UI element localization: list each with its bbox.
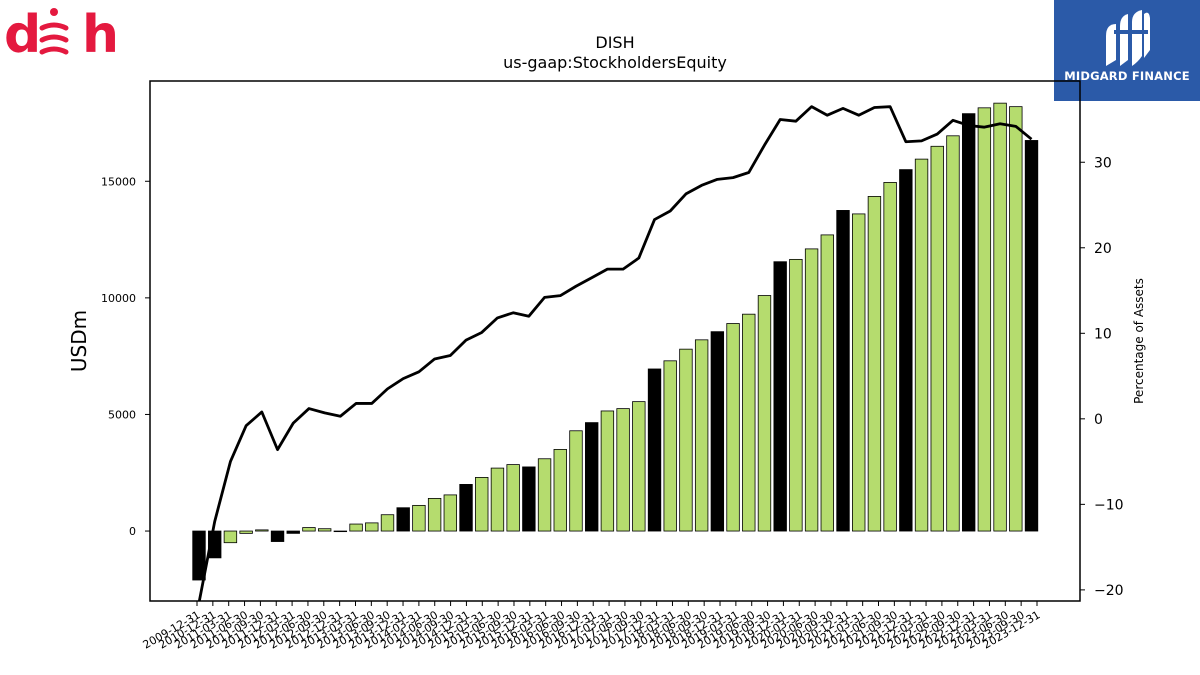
bar-2009-12-31 xyxy=(192,530,206,581)
bar-2015-12-31 xyxy=(569,430,583,532)
brand-name: MIDGARD FINANCE xyxy=(1064,69,1190,83)
bar-2013-06-30 xyxy=(412,504,426,532)
bar-2015-06-30 xyxy=(537,458,552,532)
right-axis: −20 −10 0 10 20 30 xyxy=(1080,155,1124,599)
bar-2010-09-30 xyxy=(239,530,253,534)
bar-2021-09-30 xyxy=(930,145,944,532)
bar-2017-09-30 xyxy=(679,348,693,532)
bar-2022-09-30 xyxy=(993,102,1007,532)
bar-2023-03-31 xyxy=(1024,140,1039,532)
bar-2010-12-31 xyxy=(255,529,269,532)
bar-2020-06-30 xyxy=(852,213,866,532)
plot-frame xyxy=(149,80,1081,602)
right-tick-label: 30 xyxy=(1094,155,1112,171)
bar-2010-06-30 xyxy=(223,530,238,544)
bar-2014-06-30 xyxy=(475,477,489,532)
bar-2020-12-31 xyxy=(883,182,897,532)
bar-2021-12-31 xyxy=(946,135,960,532)
bar-2011-03-31 xyxy=(270,530,285,542)
bar-2019-03-31 xyxy=(773,261,787,532)
bar-2020-09-30 xyxy=(867,196,882,532)
x-axis: 2009-12-312010-12-312011-03-312011-06-30… xyxy=(141,601,1043,652)
bar-2016-12-31 xyxy=(632,401,646,532)
midgard-logo-icon xyxy=(1106,10,1150,66)
left-tick-label: 5000 xyxy=(108,408,136,421)
left-axis: 0 5000 10000 15000 xyxy=(101,175,150,538)
bar-2012-03-31 xyxy=(333,530,348,533)
bar-series xyxy=(192,102,1039,581)
bar-2014-03-31 xyxy=(459,484,473,532)
right-tick-label: 10 xyxy=(1094,326,1112,342)
bar-2018-03-31 xyxy=(710,331,725,532)
left-tick-label: 15000 xyxy=(101,175,136,188)
right-tick-label: 20 xyxy=(1094,241,1112,257)
right-tick-label: 0 xyxy=(1094,412,1103,428)
svg-text:d: d xyxy=(4,5,41,64)
bar-2019-09-30 xyxy=(804,248,819,532)
y-axis-label: USDm xyxy=(67,310,91,372)
bar-2022-03-31 xyxy=(961,113,976,532)
bar-2019-06-30 xyxy=(789,258,803,532)
bar-2021-03-31 xyxy=(899,169,913,532)
bar-2018-06-30 xyxy=(726,323,740,532)
line-path xyxy=(197,105,1033,601)
y2-axis-label: Percentage of Assets xyxy=(1132,278,1146,404)
midgard-logo: MIDGARD FINANCE xyxy=(1054,0,1200,101)
bar-2012-06-30 xyxy=(349,523,363,532)
bar-2013-12-31 xyxy=(443,494,458,532)
bar-2022-06-30 xyxy=(977,107,992,532)
bar-2018-12-31 xyxy=(757,295,772,532)
bar-2014-09-30 xyxy=(490,467,505,532)
bar-2013-09-30 xyxy=(427,497,442,532)
bar-2012-12-31 xyxy=(380,514,395,532)
bar-2022-12-31 xyxy=(1009,106,1023,532)
bar-2011-06-30 xyxy=(286,530,300,534)
bar-2012-09-30 xyxy=(365,522,379,532)
bar-2019-12-31 xyxy=(820,234,834,532)
bar-2016-09-30 xyxy=(616,408,630,532)
right-tick-label: −10 xyxy=(1094,497,1124,513)
bar-2021-06-30 xyxy=(914,158,929,532)
left-tick-label: 0 xyxy=(129,525,136,538)
svg-text:h: h xyxy=(82,5,119,64)
bar-2017-03-31 xyxy=(647,368,662,532)
chart-title: DISH xyxy=(595,33,634,52)
right-tick-label: −20 xyxy=(1094,583,1124,599)
bar-2017-06-30 xyxy=(663,360,677,532)
bar-2016-06-30 xyxy=(600,410,615,532)
bar-2011-09-30 xyxy=(302,527,316,532)
bar-2017-12-31 xyxy=(694,339,709,532)
bar-2018-09-30 xyxy=(742,313,756,532)
bar-2015-09-30 xyxy=(553,449,567,532)
bar-2016-03-31 xyxy=(585,422,599,532)
bar-2011-12-31 xyxy=(317,528,332,532)
line-series xyxy=(197,105,1033,601)
left-tick-label: 10000 xyxy=(101,292,136,305)
chart-subtitle: us-gaap:StockholdersEquity xyxy=(503,53,727,72)
bar-2013-03-31 xyxy=(396,507,410,532)
bar-2015-03-31 xyxy=(522,466,536,532)
bar-2014-12-31 xyxy=(506,464,520,532)
bar-2020-03-31 xyxy=(836,210,850,532)
